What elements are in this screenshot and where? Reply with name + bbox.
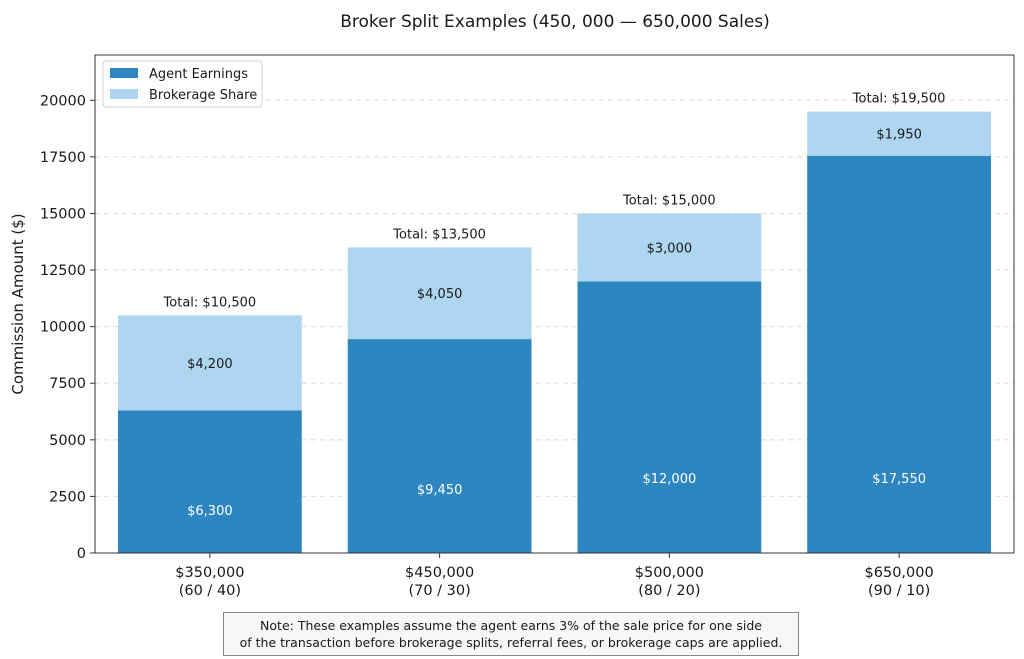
y-tick-label: 5000 <box>49 433 86 449</box>
y-tick-label: 7500 <box>49 376 86 392</box>
segment-value-label: $3,000 <box>647 241 693 256</box>
x-tick-label: (60 / 40) <box>179 583 241 599</box>
total-label: Total: $15,000 <box>622 193 716 208</box>
total-label: Total: $10,500 <box>163 295 257 310</box>
bar-segment-brokerage-share <box>807 111 992 156</box>
bar-segment-agent-earnings <box>347 339 532 553</box>
segment-value-label: $1,950 <box>876 128 922 143</box>
x-axis: $350,000 (60 / 40) $450,000 (70 / 30) $500,0… <box>175 553 934 599</box>
segment-value-label: $4,200 <box>187 357 233 372</box>
total-label: Total: $19,500 <box>852 92 946 107</box>
bar-segment-agent-earnings <box>807 155 992 553</box>
legend-label-brokerage-share: Brokerage Share <box>149 88 257 103</box>
y-tick-label: 15000 <box>40 206 86 222</box>
segment-value-label: $17,550 <box>872 472 926 487</box>
plot-frame <box>94 54 1015 554</box>
bar-segment-brokerage-share <box>347 247 532 340</box>
bar-segment-agent-earnings <box>577 281 762 553</box>
segment-value-label: $9,450 <box>417 483 463 498</box>
y-tick-label: 0 <box>77 546 86 562</box>
footnote-line-2: of the transaction before brokerage spli… <box>239 635 783 650</box>
legend: Agent Earnings Brokerage Share <box>102 60 263 108</box>
x-tick-label: $650,000 <box>865 565 934 581</box>
footnote-box: Note: These examples assume the agent ea… <box>223 612 799 656</box>
segment-value-label: $6,300 <box>187 504 233 519</box>
bar-segment-brokerage-share <box>577 213 762 282</box>
legend-swatch-agent-earnings <box>110 68 138 78</box>
chart-title: Broker Split Examples (450, 000 — 650,00… <box>340 12 770 32</box>
y-axis-label: Commission Amount ($) <box>9 213 27 394</box>
bar-segment-agent-earnings <box>117 410 302 553</box>
x-tick-label: (90 / 10) <box>868 583 930 599</box>
y-tick-label: 10000 <box>40 320 86 336</box>
legend-swatch-brokerage-share <box>110 89 138 99</box>
legend-box <box>102 60 263 108</box>
y-axis: 0 2500 5000 7500 10000 12500 15000 17500 20000 <box>40 93 95 562</box>
x-tick-label: (70 / 30) <box>408 583 470 599</box>
bar-segment-brokerage-share <box>117 315 302 411</box>
legend-label-agent-earnings: Agent Earnings <box>149 67 248 82</box>
x-tick-label: $500,000 <box>635 565 704 581</box>
x-tick-label: (80 / 20) <box>638 583 700 599</box>
x-tick-label: $450,000 <box>405 565 474 581</box>
y-tick-label: 20000 <box>40 93 86 109</box>
x-tick-label: $350,000 <box>175 565 244 581</box>
y-tick-label: 12500 <box>40 263 86 279</box>
bars <box>117 111 992 553</box>
y-tick-label: 17500 <box>40 150 86 166</box>
y-tick-label: 2500 <box>49 489 86 505</box>
segment-value-label: $12,000 <box>642 472 696 487</box>
footnote-line-1: Note: These examples assume the agent ea… <box>260 618 762 633</box>
total-label: Total: $13,500 <box>392 227 486 242</box>
bar-labels: $6,300 $4,200 Total: $10,500 $9,450 $4,050 To… <box>163 92 946 520</box>
segment-value-label: $4,050 <box>417 287 463 302</box>
